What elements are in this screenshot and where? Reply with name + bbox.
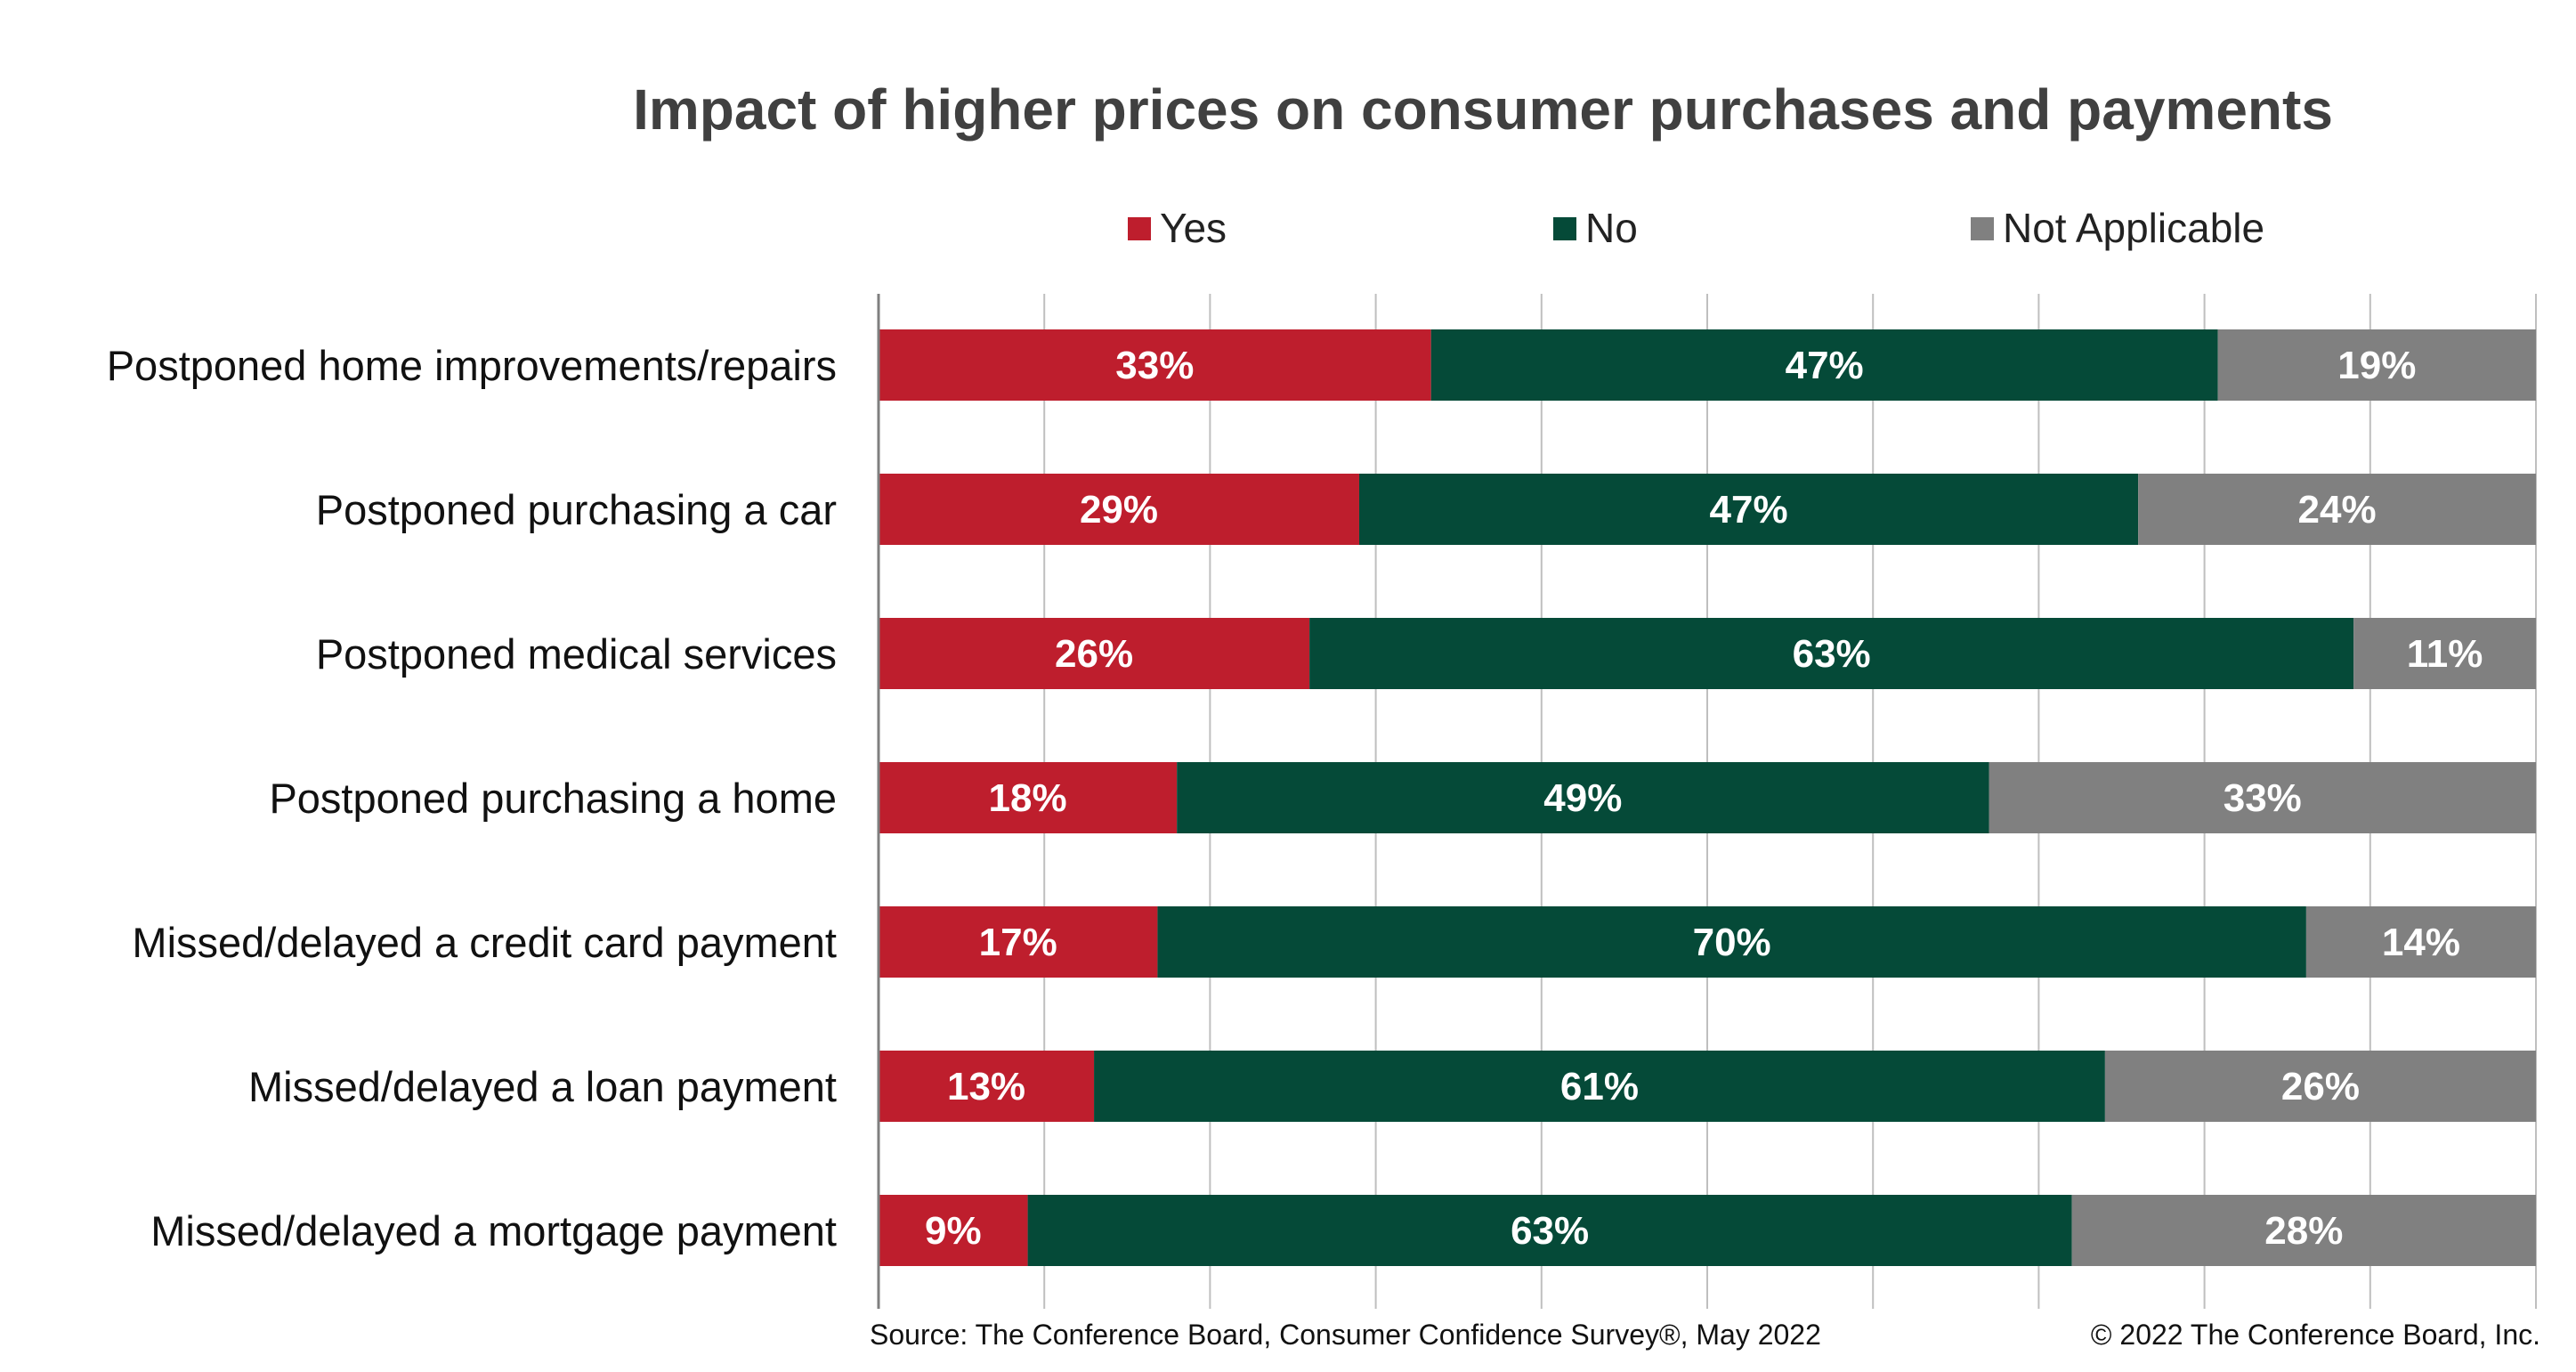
data-label-not-applicable: 26% bbox=[2281, 1065, 2360, 1108]
data-label-no: 63% bbox=[1511, 1209, 1589, 1253]
data-label-yes: 13% bbox=[947, 1065, 1025, 1108]
bar-not-applicable bbox=[2138, 474, 2536, 545]
data-label-yes: 17% bbox=[979, 921, 1057, 964]
category-label: Postponed purchasing a car bbox=[316, 486, 837, 533]
category-label: Missed/delayed a credit card payment bbox=[132, 919, 837, 966]
data-label-not-applicable: 14% bbox=[2382, 921, 2460, 964]
bar-not-applicable bbox=[2305, 906, 2536, 978]
category-label: Postponed medical services bbox=[316, 630, 837, 678]
data-label-yes: 9% bbox=[925, 1209, 982, 1253]
data-label-no: 63% bbox=[1793, 632, 1871, 676]
data-label-yes: 29% bbox=[1080, 488, 1158, 532]
legend-swatch-not-applicable bbox=[1971, 217, 1994, 240]
bar-not-applicable bbox=[2353, 618, 2536, 689]
bar-yes bbox=[879, 906, 1158, 978]
data-label-not-applicable: 33% bbox=[2224, 776, 2302, 820]
data-label-no: 47% bbox=[1710, 488, 1788, 532]
legend-swatch-yes bbox=[1128, 217, 1151, 240]
bar-no bbox=[1094, 1051, 2105, 1122]
bar-yes bbox=[879, 329, 1431, 401]
data-label-no: 47% bbox=[1786, 344, 1864, 387]
data-label-yes: 18% bbox=[989, 776, 1067, 820]
bars: 33% 47% 19% 29% 47% 24% 26% 63% 11% 18% 49% 33% 17% 7… bbox=[879, 329, 2536, 1266]
bar-not-applicable bbox=[2104, 1051, 2536, 1122]
legend-label-yes: Yes bbox=[1160, 205, 1227, 251]
bar-not-applicable bbox=[2071, 1195, 2536, 1266]
legend-swatch-no bbox=[1553, 217, 1576, 240]
data-label-yes: 33% bbox=[1115, 344, 1194, 387]
bar-no bbox=[1157, 906, 2306, 978]
category-label: Postponed home improvements/repairs bbox=[107, 342, 837, 389]
footer-source: Source: The Conference Board, Consumer C… bbox=[870, 1319, 1821, 1351]
chart-title: Impact of higher prices on consumer purc… bbox=[633, 77, 2333, 142]
data-label-no: 70% bbox=[1693, 921, 1771, 964]
bar-no bbox=[1358, 474, 2139, 545]
data-label-no: 49% bbox=[1543, 776, 1622, 820]
category-label: Postponed purchasing a home bbox=[269, 775, 837, 822]
bar-no bbox=[1430, 329, 2218, 401]
category-labels: Postponed home improvements/repairs Postp… bbox=[107, 342, 837, 1254]
data-label-not-applicable: 28% bbox=[2264, 1209, 2343, 1253]
data-label-no: 61% bbox=[1560, 1065, 1639, 1108]
bar-yes bbox=[879, 1195, 1028, 1266]
bar-not-applicable bbox=[1989, 762, 2536, 833]
footer-copyright: © 2022 The Conference Board, Inc. bbox=[2091, 1319, 2540, 1351]
bar-yes bbox=[879, 1051, 1095, 1122]
category-label: Missed/delayed a loan payment bbox=[248, 1063, 837, 1110]
bar-yes bbox=[879, 618, 1310, 689]
bar-yes bbox=[879, 762, 1178, 833]
bar-no bbox=[1027, 1195, 2072, 1266]
data-label-yes: 26% bbox=[1055, 632, 1133, 676]
data-label-not-applicable: 24% bbox=[2298, 488, 2377, 532]
bar-not-applicable bbox=[2217, 329, 2536, 401]
category-label: Missed/delayed a mortgage payment bbox=[150, 1207, 837, 1254]
legend: Yes No Not Applicable bbox=[1128, 205, 2264, 251]
bar-no bbox=[1309, 618, 2354, 689]
legend-label-not-applicable: Not Applicable bbox=[2003, 205, 2264, 251]
bar-no bbox=[1177, 762, 1989, 833]
legend-label-no: No bbox=[1585, 205, 1638, 251]
bar-yes bbox=[879, 474, 1359, 545]
data-label-not-applicable: 19% bbox=[2337, 344, 2416, 387]
data-label-not-applicable: 11% bbox=[2407, 632, 2483, 676]
